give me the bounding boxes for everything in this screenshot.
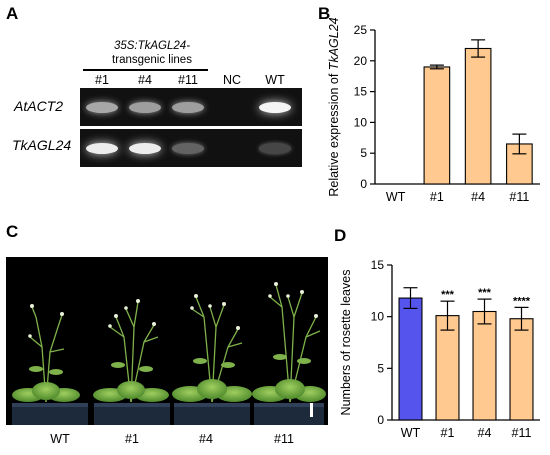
chart-b-bar-l1	[423, 66, 451, 185]
panel-letter-a: A	[6, 4, 19, 23]
lane-label-1: #1	[95, 73, 109, 87]
lane-label-nc: NC	[222, 73, 242, 87]
pot-1	[94, 403, 170, 425]
chart-b-xtick-label: #11	[509, 190, 529, 204]
plant-photo	[6, 257, 328, 425]
chart-d-ytick-label: 0	[377, 413, 384, 427]
chart-b-xtick-label: WT	[386, 190, 406, 204]
photo-label-4: #4	[199, 432, 213, 446]
chart-d-xtick-label: WT	[401, 426, 421, 440]
panel-letter-b: B	[318, 4, 331, 23]
chart-b-ylabel: Relative expression of TkAGL24	[327, 17, 341, 196]
plant-11	[252, 282, 326, 403]
gene-label-tkagl24: TkAGL24	[12, 137, 72, 153]
chart-d-ytick-label: 10	[371, 310, 385, 324]
plant-4	[172, 294, 252, 403]
chart-d-bar-l4	[472, 310, 497, 421]
chart-b-ytick-label: 25	[354, 23, 368, 37]
gel-band-atact2-l11	[172, 101, 204, 113]
chart-b-ytick-label: 15	[354, 85, 368, 99]
chart-b-ytick-label: 20	[354, 54, 368, 68]
chart-d-xtick-label: #1	[441, 426, 455, 440]
chart-d-ylabel: Numbers of rosette leaves	[339, 270, 353, 416]
plant-photo-drawing	[12, 282, 326, 425]
lane-label-11: #11	[178, 73, 198, 87]
gel-image-atact2	[80, 88, 302, 126]
panel-letter-c: C	[6, 222, 19, 241]
lane-label-wt: WT	[265, 73, 285, 87]
plant-wt	[12, 304, 80, 403]
chart-b-ytick-label: 0	[360, 177, 367, 191]
pot-wt	[12, 403, 88, 425]
chart-d-significance-3: ****	[513, 295, 531, 307]
gel-band-atact2-l1	[86, 101, 118, 113]
chart-d-ytick-label: 5	[377, 361, 384, 375]
chart-d-bar-l1	[435, 315, 460, 421]
photo-label-11: #11	[274, 432, 294, 446]
chart-b-bar-l4	[464, 47, 492, 185]
chart-b-xtick-label: #1	[430, 190, 444, 204]
gel-band-tkagl24-l11	[172, 142, 204, 154]
chart-d-significance-2: ***	[478, 287, 492, 299]
gel-band-tkagl24-l1	[86, 142, 118, 154]
chart-b-ytick-label: 5	[360, 146, 367, 160]
gene-label-atact2: AtACT2	[14, 98, 64, 114]
chart-d-xtick-label: #4	[478, 426, 492, 440]
scale-bar	[310, 403, 313, 417]
chart-d-ytick-label: 15	[371, 258, 385, 272]
chart-d-bar-l11	[509, 318, 534, 421]
plant-1	[93, 299, 169, 403]
chart-d-significance-1: ***	[441, 289, 455, 301]
gel-image-tkagl24	[80, 129, 302, 167]
pot-4	[174, 403, 250, 425]
lane-label-4: #4	[138, 73, 152, 87]
photo-label-wt: WT	[50, 432, 70, 446]
gel-band-atact2-WT	[259, 101, 291, 113]
gel-band-tkagl24-WT	[259, 142, 291, 154]
chart-d-bar-wt	[398, 297, 423, 421]
panel-letter-d: D	[334, 226, 347, 245]
chart-b-xtick-label: #4	[471, 190, 485, 204]
chart-b-expression: 0 5 10 15 20 25 Relative expression of TkAGL24…	[327, 17, 540, 204]
transgenic-group-title-line1: 35S:TkAGL24-	[113, 40, 191, 52]
photo-label-1: #1	[125, 432, 139, 446]
chart-d-rosette-leaves: 0 5 10 15 Numbers of rosette leaves WT *** #1 **…	[339, 258, 540, 440]
pot-11	[254, 403, 324, 425]
transgenic-group-bracket	[83, 69, 208, 71]
chart-d-xtick-label: #11	[512, 426, 532, 440]
gel-band-atact2-l4	[129, 101, 161, 113]
chart-b-ytick-label: 10	[354, 115, 368, 129]
transgenic-group-title-line2: transgenic lines	[112, 54, 192, 66]
gel-band-tkagl24-l4	[129, 142, 161, 154]
